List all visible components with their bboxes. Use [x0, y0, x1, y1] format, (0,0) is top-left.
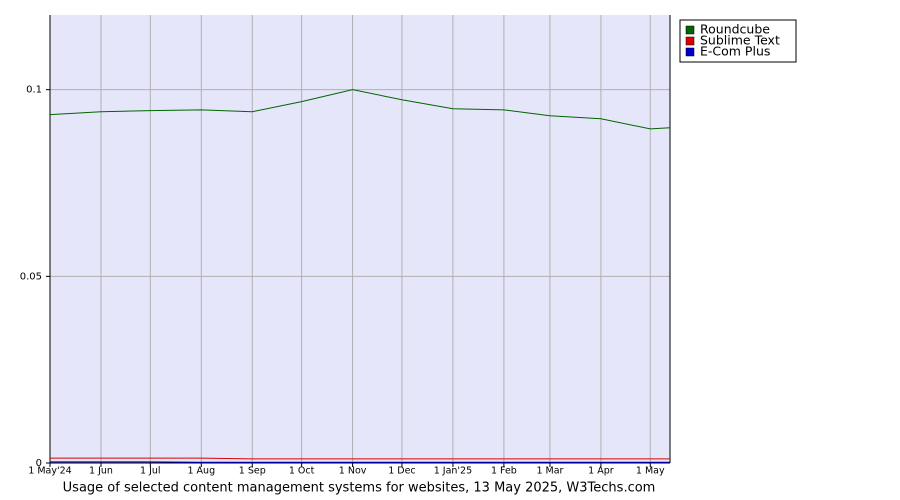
x-tick-label: 1 Jun — [89, 466, 113, 477]
legend-swatch — [685, 36, 695, 46]
x-tick-label: 1 Jan'25 — [434, 466, 472, 477]
x-tick-label: 1 Sep — [239, 466, 266, 477]
legend-label: Roundcube — [700, 22, 770, 37]
x-tick-label: 1 Oct — [289, 466, 315, 477]
x-tick-label: 1 Nov — [339, 466, 367, 477]
x-tick-label: 1 May — [636, 466, 665, 477]
chart-title: Usage of selected content management sys… — [63, 481, 656, 496]
series-line — [50, 457, 670, 460]
plot-area — [50, 15, 670, 463]
x-tick-label: 1 Aug — [187, 466, 215, 477]
legend-label: Sublime Text — [700, 33, 780, 48]
y-tick-label: 0.05 — [20, 271, 42, 282]
y-tick-label: 0.1 — [26, 85, 42, 96]
series-line — [49, 89, 671, 130]
legend-swatch — [685, 25, 695, 35]
x-tick-label: 1 Mar — [536, 466, 563, 477]
x-tick-label: 1 Apr — [588, 466, 614, 477]
x-tick-label: 1 Jul — [140, 466, 161, 477]
x-tick-label: 1 May'24 — [28, 466, 71, 477]
x-tick-label: 1 Feb — [491, 466, 517, 477]
y-tick-label: 0 — [36, 458, 42, 469]
legend-box — [679, 19, 797, 63]
legend-label: E-Com Plus — [700, 44, 770, 59]
legend-swatch — [685, 47, 695, 57]
x-tick-label: 1 Dec — [388, 466, 415, 477]
